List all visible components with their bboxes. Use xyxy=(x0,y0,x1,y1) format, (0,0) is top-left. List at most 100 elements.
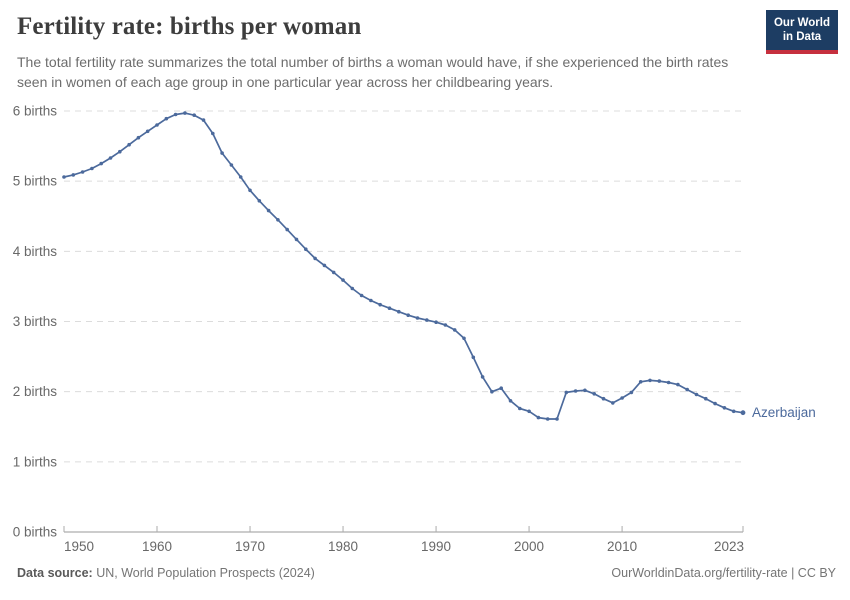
data-point xyxy=(136,135,141,140)
data-point xyxy=(406,313,411,318)
data-point xyxy=(545,417,550,421)
data-point xyxy=(369,298,373,303)
data-point xyxy=(694,392,699,397)
data-point xyxy=(99,161,103,166)
y-axis-tick-label: 3 births xyxy=(13,314,58,329)
owid-logo[interactable]: Our World in Data xyxy=(766,10,838,54)
data-point xyxy=(322,263,327,268)
data-point xyxy=(434,320,438,325)
data-point xyxy=(583,388,587,393)
data-point xyxy=(499,386,504,391)
data-point xyxy=(118,149,122,154)
data-point xyxy=(331,270,336,275)
chart-subtitle: The total fertility rate summarizes the … xyxy=(17,54,729,91)
data-point xyxy=(341,278,345,282)
data-point xyxy=(387,306,392,311)
data-point xyxy=(266,208,271,213)
data-point xyxy=(592,392,596,396)
x-axis-tick-label: 1950 xyxy=(64,539,94,554)
data-point xyxy=(229,163,234,167)
data-point xyxy=(248,188,252,193)
data-point xyxy=(555,417,559,421)
data-point xyxy=(304,247,308,251)
owid-logo-line2: in Data xyxy=(782,31,822,44)
data-point xyxy=(629,390,634,395)
data-point xyxy=(462,336,466,341)
data-point xyxy=(685,387,689,392)
data-point xyxy=(350,286,355,291)
data-point xyxy=(443,323,448,327)
data-point xyxy=(657,379,662,383)
data-point xyxy=(536,415,541,420)
data-point xyxy=(276,218,280,222)
y-axis-tick-label: 5 births xyxy=(13,174,58,189)
data-point xyxy=(145,129,150,134)
data-point xyxy=(62,175,66,179)
x-axis-tick-label: 1960 xyxy=(142,539,172,554)
data-point xyxy=(722,406,727,410)
data-point xyxy=(601,396,606,401)
data-point xyxy=(452,328,457,332)
data-point xyxy=(192,113,196,117)
series-label-azerbaijan[interactable]: Azerbaijan xyxy=(752,405,816,420)
data-point xyxy=(666,380,671,385)
data-point xyxy=(211,131,215,136)
x-axis-tick-label: 1980 xyxy=(328,539,358,554)
data-point xyxy=(480,375,485,379)
chart-footer: Data source: UN, World Population Prospe… xyxy=(0,566,850,580)
data-point xyxy=(704,396,708,401)
owid-logo-line1: Our World xyxy=(773,17,830,29)
data-point xyxy=(71,173,76,177)
data-point xyxy=(731,409,736,414)
azerbaijan-line[interactable] xyxy=(63,112,744,420)
x-axis-tick-label: 2010 xyxy=(607,539,637,554)
data-point xyxy=(527,409,531,414)
data-point xyxy=(620,396,624,400)
data-point xyxy=(564,390,569,395)
data-point xyxy=(713,401,717,406)
attribution-link[interactable]: OurWorldinData.org/fertility-rate | CC B… xyxy=(611,566,836,580)
data-point xyxy=(257,199,262,203)
data-point xyxy=(80,170,85,174)
data-point xyxy=(294,237,299,242)
data-point xyxy=(573,389,578,393)
x-axis-tick-label: 2023 xyxy=(714,539,744,554)
data-source: Data source: UN, World Population Prospe… xyxy=(17,566,315,580)
x-axis-tick-label: 1990 xyxy=(421,539,451,554)
data-point xyxy=(518,406,522,411)
data-point xyxy=(164,116,169,121)
data-point xyxy=(471,355,476,360)
y-axis-tick-label: 4 births xyxy=(13,244,58,259)
data-point xyxy=(183,111,187,115)
y-axis-tick-label: 1 births xyxy=(13,454,58,469)
data-point xyxy=(173,112,178,117)
data-point xyxy=(285,227,290,232)
data-point xyxy=(313,256,317,261)
y-axis-tick-label: 2 births xyxy=(13,384,58,399)
data-point xyxy=(220,151,224,155)
data-point xyxy=(740,410,746,416)
data-point xyxy=(638,380,643,384)
data-point xyxy=(201,118,206,122)
x-axis-tick-label: 1970 xyxy=(235,539,265,554)
data-source-text: UN, World Population Prospects (2024) xyxy=(92,566,315,580)
x-axis-tick-label: 2000 xyxy=(514,539,544,554)
data-point xyxy=(508,399,513,403)
y-axis-tick-label: 0 births xyxy=(13,525,58,540)
data-point xyxy=(108,156,113,160)
data-point xyxy=(648,378,652,383)
data-point xyxy=(415,316,420,320)
data-point xyxy=(676,382,680,387)
page-title: Fertility rate: births per woman xyxy=(17,13,362,40)
data-point xyxy=(397,309,401,314)
data-point xyxy=(127,142,131,147)
data-source-label: Data source: xyxy=(17,566,93,580)
data-point xyxy=(155,123,159,127)
data-point xyxy=(611,401,615,405)
data-point xyxy=(90,166,94,171)
data-point xyxy=(425,318,429,322)
y-axis-tick-label: 6 births xyxy=(13,104,58,119)
data-point xyxy=(238,175,243,179)
